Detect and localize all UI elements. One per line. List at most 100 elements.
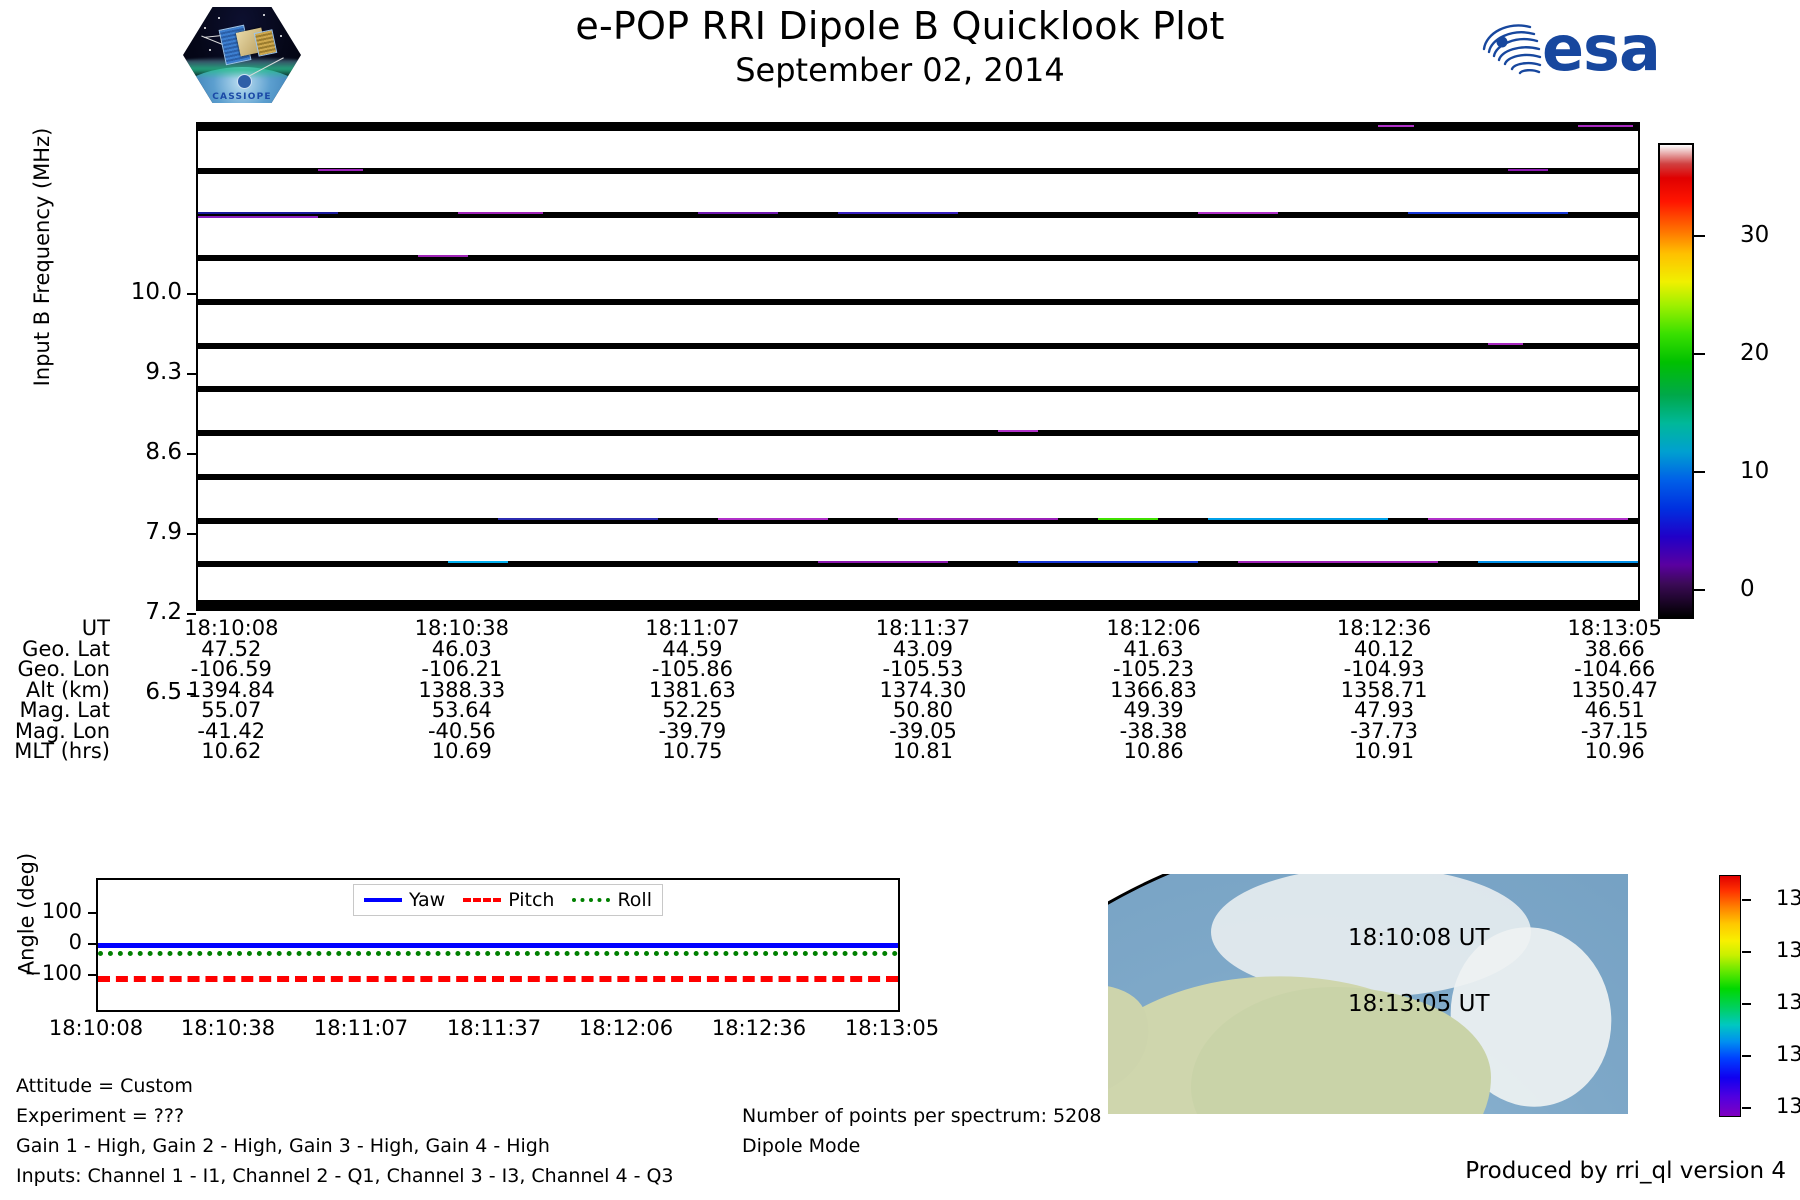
attitude-series-pitch [98, 976, 898, 982]
cell: 47.93 [1354, 698, 1415, 722]
row-label: Geo. Lon [17, 657, 110, 681]
table-row: Mag. Lon -41.42 -40.56 -39.79 -39.05 -38… [0, 718, 1730, 743]
cassiope-logo-text: CASSIOPE [212, 92, 272, 102]
table-row: Geo. Lon -106.59 -106.21 -105.86 -105.53… [0, 659, 1730, 680]
attitude-xtick-label: 18:12:36 [711, 1016, 807, 1040]
spectrogram-band [198, 124, 1638, 131]
cell: 47.52 [201, 636, 262, 661]
ephemeris-table: UT 18:10:08 18:10:38 18:11:07 18:11:37 1… [0, 618, 1800, 762]
legend-swatch-pitch [463, 898, 502, 902]
footer-mode: Dipole Mode [742, 1135, 861, 1157]
altitude-tick-label: 1370 [1776, 990, 1800, 1014]
spectrogram-band [198, 212, 1638, 218]
cell: 40.12 [1354, 636, 1415, 661]
attitude-legend: Yaw Pitch Roll [353, 884, 663, 916]
cell: -39.79 [658, 718, 727, 743]
cell: -40.56 [427, 718, 496, 743]
cell: 18:11:37 [875, 616, 971, 640]
attitude-xtick-label: 18:11:07 [313, 1016, 409, 1040]
attitude-xtick-label: 18:10:08 [48, 1016, 144, 1040]
cell: 10.75 [662, 739, 723, 763]
cell: 52.25 [662, 698, 723, 722]
globe [1108, 874, 1628, 1114]
cell: 10.69 [431, 739, 492, 763]
footer-attitude: Attitude = Custom [16, 1075, 193, 1097]
spectrogram-band [198, 430, 1638, 436]
cell: -37.15 [1580, 718, 1649, 743]
page-subtitle-date: September 02, 2014 [735, 51, 1065, 89]
cell: 43.09 [892, 636, 954, 661]
spectrogram-band [198, 600, 1638, 609]
legend-label-pitch: Pitch [508, 889, 555, 911]
cell: -106.21 [421, 657, 503, 681]
cell: 10.86 [1123, 739, 1184, 763]
cell: -105.53 [882, 657, 964, 681]
spectrogram-colorbar [1658, 143, 1705, 619]
cell: 38.66 [1584, 636, 1645, 661]
row-label: MLT (hrs) [14, 739, 110, 763]
ytick-label: 7.9 [145, 519, 182, 545]
cell: 10.81 [892, 739, 954, 763]
altitude-tick-label: 1350 [1776, 1094, 1800, 1118]
row-label: Geo. Lat [22, 636, 110, 661]
cell: 41.63 [1123, 636, 1184, 661]
attitude-xtick-label: 18:13:05 [844, 1016, 940, 1040]
row-label: Mag. Lon [14, 718, 110, 743]
spectrogram-y-axis-label: Input B Frequency (MHz) [30, 127, 54, 387]
cell: 18:11:07 [645, 616, 740, 640]
spectrogram-band [198, 168, 1638, 174]
cell: 46.51 [1584, 698, 1645, 722]
attitude-xtick-label: 18:12:06 [578, 1016, 674, 1040]
attitude-series-roll [98, 951, 898, 956]
cell: -39.05 [889, 718, 957, 743]
spectrogram-band [198, 255, 1638, 261]
table-row: Alt (km) 1394.84 1388.33 1381.63 1374.30… [0, 677, 1730, 702]
esa-logo: esa [1478, 12, 1678, 86]
legend-item-yaw: Yaw [364, 889, 445, 911]
map-end-label: 18:13:05 UT [1348, 991, 1490, 1017]
attitude-ytick-label: 0 [68, 930, 82, 954]
spectrogram-band [198, 343, 1638, 349]
cell: 1388.33 [418, 677, 506, 702]
cell: 1350.47 [1571, 677, 1659, 702]
cell: 10.62 [201, 739, 262, 763]
altitude-tick-label: 1380 [1776, 938, 1800, 962]
legend-label-yaw: Yaw [409, 889, 446, 911]
ytick-label: 9.3 [145, 359, 182, 385]
colorbar-tick-label: 10 [1740, 458, 1770, 484]
footer-gain: Gain 1 - High, Gain 2 - High, Gain 3 - H… [16, 1135, 550, 1157]
cell: 44.59 [662, 636, 723, 661]
cell: -105.86 [651, 657, 733, 681]
spectrogram-band [198, 299, 1638, 305]
cell: -41.42 [197, 718, 266, 743]
cell: 53.64 [431, 698, 492, 722]
esa-swirl-icon [1482, 24, 1542, 75]
attitude-xtick-label: 18:11:37 [446, 1016, 542, 1040]
footer-produced-by: Produced by rri_ql version 4 [1465, 1158, 1786, 1184]
ground-track-map: 18:10:08 UT 18:13:05 UT [1108, 874, 1628, 1114]
cell: 10.91 [1354, 739, 1415, 763]
spectrogram-band [198, 474, 1638, 480]
cell: 1381.63 [648, 677, 736, 702]
spectrogram-band [198, 518, 1638, 524]
attitude-series-yaw [98, 943, 898, 948]
table-row: UT 18:10:08 18:10:38 18:11:07 18:11:37 1… [0, 618, 1730, 639]
cell: 49.39 [1123, 698, 1184, 722]
cell: 10.96 [1584, 739, 1645, 763]
cell: 18:10:38 [414, 616, 509, 640]
cell: 18:13:05 [1567, 616, 1662, 640]
title-block: e-POP RRI Dipole B Quicklook Plot Septem… [0, 2, 1800, 90]
legend-swatch-roll [572, 898, 611, 902]
cell: 18:12:06 [1106, 616, 1201, 640]
table-row: MLT (hrs) 10.62 10.69 10.75 10.81 10.86 … [0, 741, 1730, 762]
cell: 1394.84 [187, 677, 275, 702]
ytick-label: 10.0 [130, 279, 182, 305]
legend-item-roll: Roll [572, 889, 652, 911]
legend-swatch-yaw [364, 898, 402, 902]
cell: 18:12:36 [1336, 616, 1432, 640]
esa-logo-text: esa [1542, 12, 1661, 85]
cell: -105.23 [1113, 657, 1195, 681]
table-row: Geo. Lat 47.52 46.03 44.59 43.09 41.63 4… [0, 636, 1730, 661]
page-title: e-POP RRI Dipole B Quicklook Plot [575, 4, 1225, 48]
colorbar-tick-label: 20 [1740, 340, 1770, 366]
